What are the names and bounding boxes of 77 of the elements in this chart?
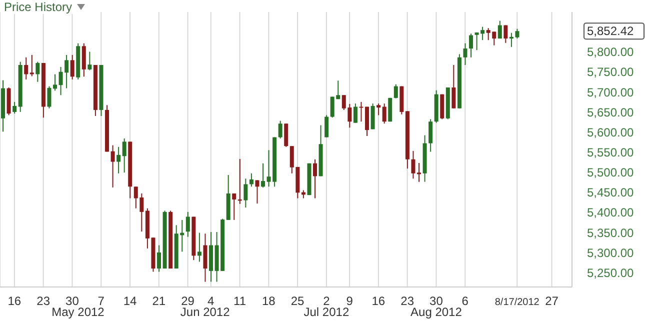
text: Jul 2012 (304, 305, 350, 319)
candlestick (498, 20, 502, 39)
x-tick-label: 23 (36, 294, 50, 308)
x-tick-label: 25 (290, 294, 305, 308)
x-tick-label: 11 (234, 294, 246, 308)
candlestick (411, 150, 416, 180)
x-tick-label: 23 (400, 294, 414, 308)
candlestick (232, 192, 236, 220)
x-tick-label: 8/17/2012 (494, 297, 540, 308)
candlestick (88, 51, 92, 71)
candlestick (30, 54, 34, 77)
x-tick-label: 30 (66, 294, 80, 308)
x-tick-label: 16 (372, 294, 386, 308)
y-tick-label: 5,400.00 (587, 206, 634, 220)
candlestick (122, 138, 126, 174)
candlestick (469, 33, 473, 58)
chart-title: Price History (4, 0, 72, 14)
candlestick (203, 233, 208, 282)
candlestick (70, 54, 74, 80)
y-tick-label: 5,500.00 (587, 166, 634, 180)
y-tick-label: 5,700.00 (587, 85, 634, 100)
x-tick-label: 2 (323, 294, 330, 308)
y-tick-label: 5,600.00 (587, 125, 634, 140)
text: Jun 2012 (180, 305, 230, 319)
candlestick (313, 158, 317, 199)
candlestick (255, 180, 260, 204)
candlestick (428, 118, 433, 152)
x-tick-label: 27 (545, 294, 559, 308)
x-tick-label: 18 (262, 294, 276, 308)
y-tick-label: 5,800.00 (587, 45, 634, 60)
x-tick-label: 4 (208, 294, 215, 308)
candlestick (36, 61, 40, 82)
candlestick (359, 101, 364, 122)
candlestick (382, 103, 386, 124)
y-tick-label: 5,852.42 (587, 24, 634, 38)
x-tick-label: 14 (123, 294, 137, 308)
candlestick (157, 244, 161, 272)
candlestick (370, 103, 375, 130)
candlestick (394, 84, 398, 99)
candlestick (244, 178, 248, 208)
candlestick (353, 103, 358, 124)
x-tick-label: 16 (8, 294, 22, 308)
x-tick-label: 30 (430, 294, 444, 308)
x-tick-label: 29 (181, 294, 195, 308)
candlestick (197, 232, 202, 262)
candlestick (376, 103, 381, 116)
candlestick (463, 42, 468, 66)
x-tick-label: 6 (462, 294, 469, 308)
candlestick (278, 120, 282, 139)
candlestick (261, 162, 265, 188)
text: Aug 2012 (410, 305, 462, 319)
y-tick-label: 5,350.00 (587, 226, 634, 240)
candlestick (186, 211, 190, 238)
x-tick-label: 21 (152, 294, 166, 308)
y-tick-label: 5,750.00 (587, 65, 634, 80)
candlestick (53, 74, 57, 92)
candlestick (47, 86, 52, 109)
y-tick-label: 5,300.00 (587, 246, 634, 260)
text: May 2012 (52, 305, 104, 319)
candlestick (417, 162, 421, 182)
candlestick (365, 106, 369, 137)
y-tick-label: 5,450.00 (587, 186, 634, 200)
candlestick (284, 123, 288, 148)
y-tick-label: 5,650.00 (587, 105, 634, 120)
candlestick (249, 172, 254, 188)
candlestick (324, 114, 329, 138)
candlestick (82, 42, 86, 78)
candlestick (504, 24, 508, 44)
candlestick (24, 56, 28, 80)
candlestick (452, 64, 456, 109)
candlestick (12, 101, 17, 114)
x-tick-label: 7 (98, 294, 105, 308)
candlestick (110, 144, 115, 188)
candlestick (116, 146, 121, 174)
y-tick-label: 5,250.00 (587, 266, 634, 280)
y-tick-label: 5,550.00 (587, 146, 634, 160)
x-tick-label: 9 (346, 294, 354, 308)
